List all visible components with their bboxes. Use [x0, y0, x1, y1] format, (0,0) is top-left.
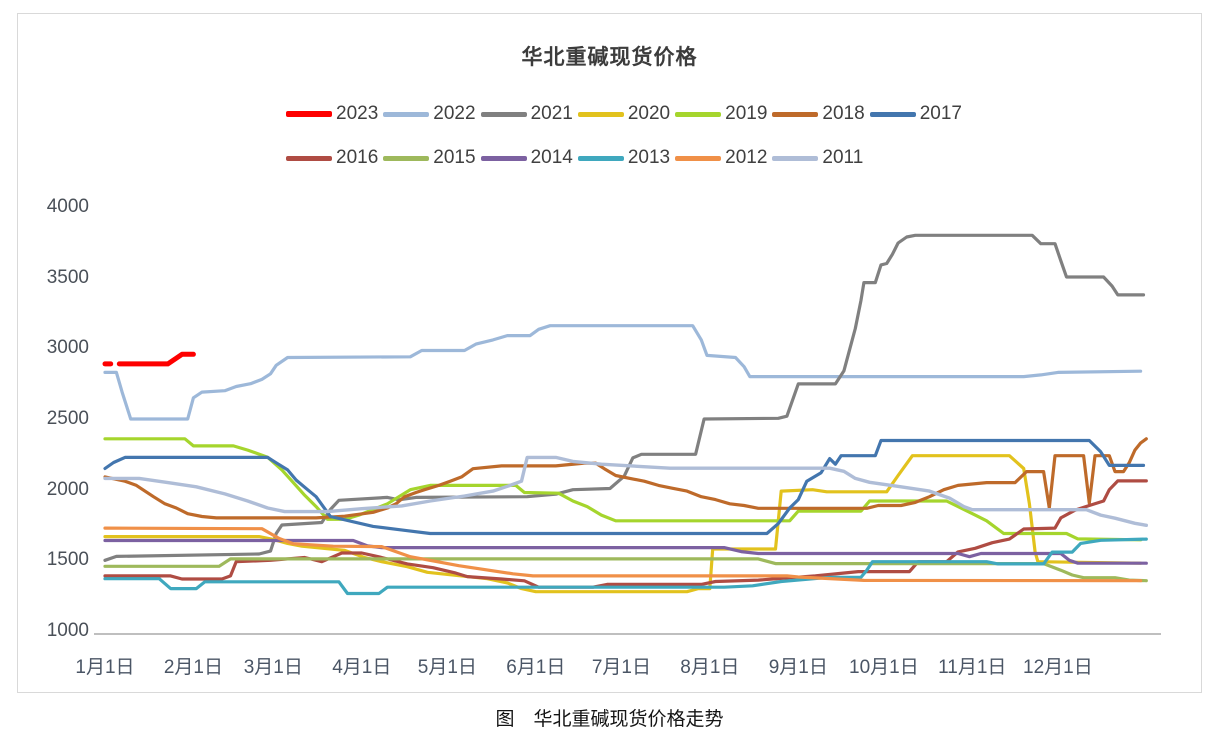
- x-axis-label-8: 8月1日: [680, 657, 740, 678]
- legend-label-2014: 2014: [530, 147, 573, 168]
- legend-item-2020: 2020: [577, 103, 671, 125]
- x-axis-label-11: 11月1日: [938, 657, 1007, 678]
- y-axis-label-2000: 2000: [46, 478, 89, 500]
- figure-caption: 图 华北重碱现货价格走势: [495, 709, 724, 730]
- legend-label-2018: 2018: [822, 103, 865, 124]
- x-axis-label-2: 2月1日: [163, 657, 223, 678]
- line-chart-plot: [94, 233, 1161, 635]
- legend-label-2013: 2013: [627, 147, 671, 168]
- chart-legend: 2023 2022 2021 2020 2019 2018 2017 2016 2015 2014…: [286, 102, 967, 190]
- series-line-2013: [103, 537, 1148, 596]
- legend-swatch-2021: [480, 111, 527, 117]
- y-axis-label-1000: 1000: [46, 620, 89, 641]
- y-axis-label-2500: 2500: [46, 408, 89, 429]
- series-line-2017: [103, 438, 1146, 536]
- legend-label-2015: 2015: [433, 147, 476, 168]
- series-line-2023-seg2: [116, 351, 196, 367]
- legend-item-2021: 2021: [480, 103, 574, 125]
- y-axis-label-3000: 3000: [46, 337, 89, 359]
- figure-frame: 华北重碱现货价格 2023 2022 2021 2020 2019 2018 2017 201…: [17, 13, 1202, 693]
- legend-swatch-2011: [772, 155, 819, 161]
- legend-swatch-2014: [480, 155, 527, 161]
- legend-item-2011: 2011: [772, 147, 864, 169]
- legend-swatch-2016: [286, 155, 332, 161]
- x-axis-label-10: 10月1日: [849, 657, 919, 678]
- y-axis-label-4000: 4000: [46, 196, 89, 217]
- legend-swatch-2022: [383, 111, 430, 117]
- x-axis-label-12: 12月1日: [1023, 657, 1093, 678]
- x-axis-label-5: 5月1日: [417, 657, 477, 678]
- x-axis-label-1: 1月1日: [75, 657, 135, 678]
- legend-swatch-2020: [577, 111, 624, 117]
- x-axis-label-6: 6月1日: [506, 657, 566, 678]
- legend-label-2016: 2016: [336, 147, 379, 168]
- legend-swatch-2018: [772, 111, 819, 117]
- legend-item-2023: 2023: [286, 103, 379, 125]
- legend-label-2017: 2017: [919, 103, 962, 124]
- legend-label-2019: 2019: [725, 103, 768, 124]
- legend-item-2013: 2013: [577, 147, 671, 169]
- legend-swatch-2013: [577, 155, 624, 161]
- legend-label-2021: 2021: [530, 103, 573, 124]
- legend-row-2: 2016 2015 2014 2013 2012 2011: [286, 146, 967, 170]
- series-line-2022: [103, 324, 1143, 421]
- series-line-2018: [103, 437, 1148, 520]
- legend-item-2019: 2019: [675, 103, 768, 125]
- series-line-2019: [103, 437, 1143, 542]
- series-line-2011: [103, 455, 1149, 527]
- series-line-2021: [103, 233, 1146, 562]
- x-axis-label-3: 3月1日: [243, 657, 303, 678]
- legend-label-2020: 2020: [627, 103, 671, 124]
- legend-item-2018: 2018: [772, 103, 865, 125]
- series-line-2012: [103, 526, 1143, 583]
- legend-item-2012: 2012: [675, 147, 768, 169]
- x-axis-label-7: 7月1日: [591, 657, 651, 678]
- legend-swatch-2019: [675, 111, 722, 117]
- legend-item-2017: 2017: [869, 103, 963, 125]
- legend-label-2023: 2023: [336, 103, 379, 124]
- x-axis-label-4: 4月1日: [332, 657, 392, 678]
- legend-label-2022: 2022: [433, 103, 476, 124]
- legend-label-2011: 2011: [822, 147, 864, 168]
- legend-swatch-2023: [286, 111, 332, 117]
- legend-label-2012: 2012: [725, 147, 768, 168]
- chart-title: 华北重碱现货价格: [521, 46, 698, 69]
- legend-item-2014: 2014: [480, 147, 574, 169]
- legend-swatch-2015: [383, 155, 430, 161]
- legend-swatch-2012: [675, 155, 722, 161]
- y-axis-label-3500: 3500: [46, 266, 89, 288]
- legend-item-2022: 2022: [383, 103, 476, 125]
- legend-row-1: 2023 2022 2021 2020 2019 2018 2017: [286, 102, 967, 126]
- legend-item-2015: 2015: [383, 147, 476, 169]
- y-axis-label-1500: 1500: [46, 549, 89, 571]
- x-axis-label-9: 9月1日: [768, 657, 828, 678]
- legend-item-2016: 2016: [286, 147, 379, 169]
- series-line-2015: [103, 557, 1148, 583]
- legend-swatch-2017: [869, 111, 916, 117]
